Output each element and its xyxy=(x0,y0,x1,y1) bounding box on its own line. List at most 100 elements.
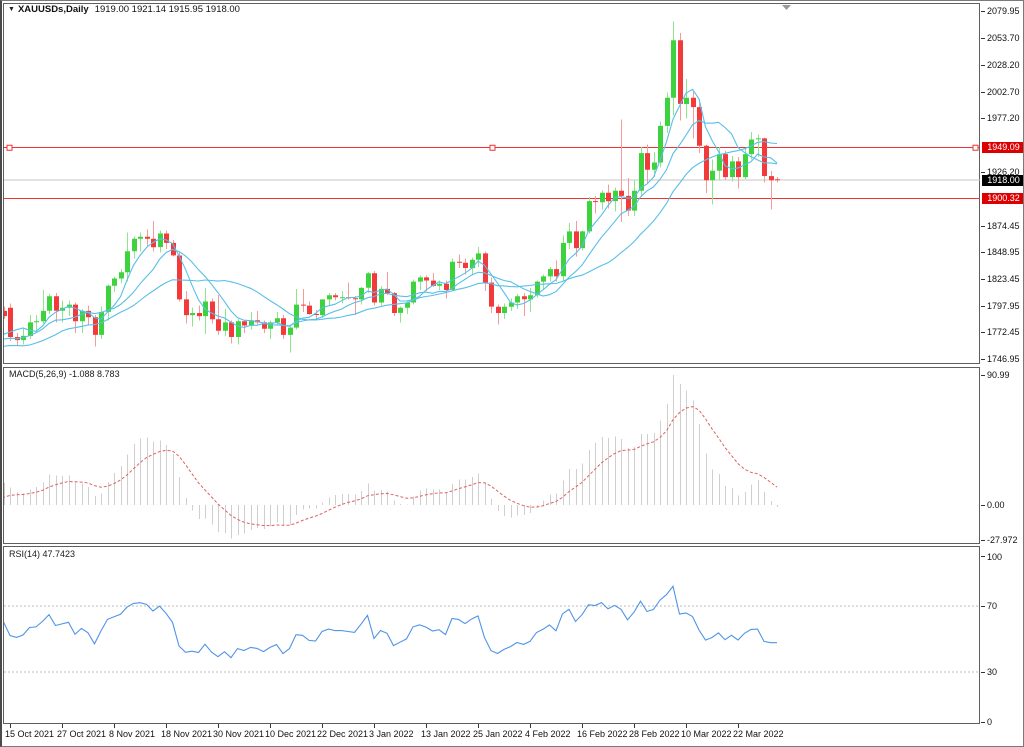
candle-bodies-down xyxy=(4,40,780,341)
price-tick-label: 1746.95 xyxy=(987,354,1020,364)
rsi-value: 47.7423 xyxy=(42,549,76,559)
price-tick xyxy=(981,172,985,173)
price-badge-1918.00: 1918.00 xyxy=(982,175,1023,186)
candle-wicks-down xyxy=(4,32,778,347)
hline-handle[interactable] xyxy=(489,144,496,151)
ohlc-values-label: 1919.00 1921.14 1915.95 1918.00 xyxy=(94,4,240,15)
macd-signal-line xyxy=(4,406,778,527)
price-tick-label: 1977.20 xyxy=(987,113,1020,123)
candle-wicks-up xyxy=(23,21,759,353)
time-tick-label: 8 Nov 2021 xyxy=(109,729,156,739)
price-tick xyxy=(981,226,985,227)
price-tick-label: 1848.95 xyxy=(987,247,1020,257)
price-tick-label: 1772.45 xyxy=(987,327,1020,337)
price-badge-1900.32: 1900.32 xyxy=(982,193,1023,204)
macd-histogram xyxy=(4,375,778,539)
time-tick xyxy=(738,724,739,728)
macd-pane-layer xyxy=(4,375,778,539)
chart-title-bar: ▼ XAUUSDs,Daily 1919.00 1921.14 1915.95 19… xyxy=(8,4,240,15)
symbol-dropdown-icon[interactable]: ▼ xyxy=(8,6,15,13)
price-tick-label: 1823.45 xyxy=(987,274,1020,284)
price-tick xyxy=(981,92,985,93)
time-tick xyxy=(478,724,479,728)
price-tick-label: 2079.95 xyxy=(987,6,1020,16)
time-tick-label: 27 Oct 2021 xyxy=(57,729,107,739)
time-tick xyxy=(166,724,167,728)
time-tick xyxy=(62,724,63,728)
time-tick xyxy=(634,724,635,728)
chart-shift-marker-icon xyxy=(782,5,791,10)
price-tick xyxy=(981,279,985,280)
rsi-axis-label: 0 xyxy=(987,717,993,727)
price-tick-label: 1874.45 xyxy=(987,221,1020,231)
price-tick-label: 1797.95 xyxy=(987,301,1020,311)
time-tick-label: 28 Feb 2022 xyxy=(629,729,680,739)
time-tick-label: 4 Feb 2022 xyxy=(525,729,571,739)
time-tick xyxy=(582,724,583,728)
price-tick-label: 1926.20 xyxy=(987,167,1020,177)
price-tick xyxy=(981,332,985,333)
price-tick xyxy=(981,252,985,253)
rsi-axis-label: 100 xyxy=(987,552,1003,562)
time-tick-label: 30 Nov 2021 xyxy=(213,729,265,739)
rsi-name: RSI(14) xyxy=(9,549,41,559)
time-tick-label: 15 Oct 2021 xyxy=(5,729,55,739)
price-tick-label: 2028.20 xyxy=(987,60,1020,70)
macd-indicator-label: MACD(5,26,9) -1.088 8.783 xyxy=(9,369,120,379)
macd-pane xyxy=(3,367,980,544)
rsi-axis-tick xyxy=(981,556,985,557)
macd-axis-label: -27.972 xyxy=(987,535,1018,545)
time-tick xyxy=(218,724,219,728)
moving-average-5 xyxy=(4,88,778,335)
rsi-axis-tick xyxy=(981,722,985,723)
rsi-axis-tick xyxy=(981,672,985,673)
time-tick-label: 25 Jan 2022 xyxy=(473,729,523,739)
time-tick xyxy=(686,724,687,728)
macd-axis-tick xyxy=(981,540,985,541)
rsi-pane-layer xyxy=(4,585,980,673)
time-tick xyxy=(374,724,375,728)
rsi-line xyxy=(4,585,777,659)
price-tick xyxy=(981,11,985,12)
moving-average-10 xyxy=(4,119,778,340)
macd-name: MACD(5,26,9) xyxy=(9,369,67,379)
moving-average-20 xyxy=(4,141,778,347)
time-tick-label: 18 Nov 2021 xyxy=(161,729,213,739)
time-tick xyxy=(426,724,427,728)
time-tick-label: 10 Mar 2022 xyxy=(681,729,732,739)
time-tick-label: 13 Jan 2022 xyxy=(421,729,471,739)
time-tick-label: 10 Dec 2021 xyxy=(265,729,317,739)
price-tick-label: 2002.70 xyxy=(987,87,1020,97)
price-tick xyxy=(981,118,985,119)
rsi-axis-tick xyxy=(981,606,985,607)
price-tick xyxy=(981,38,985,39)
macd-axis-label: 0.00 xyxy=(987,500,1005,510)
macd-axis-tick xyxy=(981,505,985,506)
macd-axis-tick xyxy=(981,375,985,376)
price-tick-label: 2053.70 xyxy=(987,33,1020,43)
rsi-indicator-label: RSI(14) 47.7423 xyxy=(9,549,75,559)
price-tick xyxy=(981,65,985,66)
hline-handle[interactable] xyxy=(6,144,13,151)
price-badge-1949.09: 1949.09 xyxy=(982,142,1023,153)
price-tick xyxy=(981,306,985,307)
main-chart-pane xyxy=(3,3,980,364)
price-tick xyxy=(981,359,985,360)
time-tick-label: 16 Feb 2022 xyxy=(577,729,628,739)
time-tick xyxy=(10,724,11,728)
time-tick xyxy=(270,724,271,728)
rsi-pane xyxy=(3,546,980,724)
time-tick xyxy=(322,724,323,728)
macd-axis-label: 90.99 xyxy=(987,370,1010,380)
time-tick xyxy=(530,724,531,728)
symbol-timeframe-label: XAUUSDs,Daily xyxy=(17,4,89,15)
time-tick-label: 22 Mar 2022 xyxy=(733,729,784,739)
time-tick xyxy=(114,724,115,728)
macd-values: -1.088 8.783 xyxy=(69,369,120,379)
rsi-axis-label: 30 xyxy=(987,667,998,677)
hline-handle[interactable] xyxy=(972,144,979,151)
candle-bodies-up xyxy=(21,40,761,341)
time-tick-label: 3 Jan 2022 xyxy=(369,729,414,739)
